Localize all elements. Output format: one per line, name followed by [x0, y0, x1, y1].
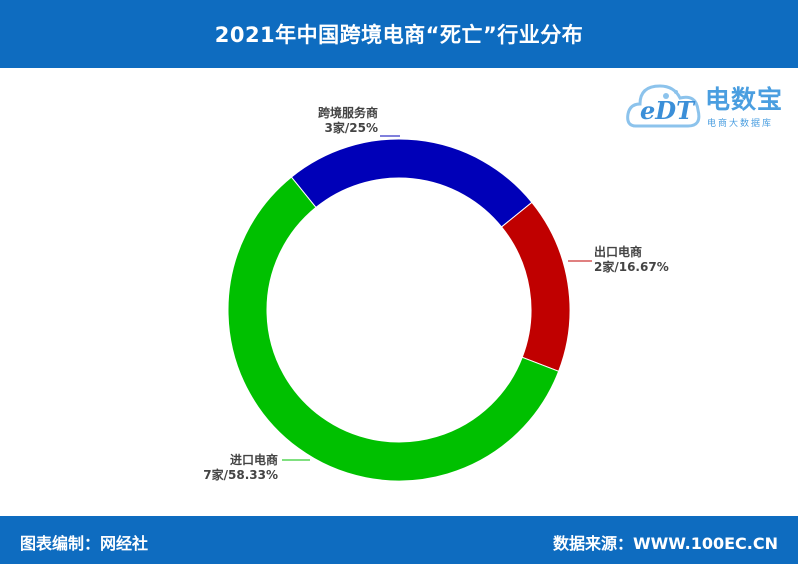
brand-logo: eDT 电数宝 电商大数据库 — [626, 74, 792, 138]
logo-mark: eDT — [640, 96, 694, 125]
cloud-icon — [626, 84, 701, 128]
chart-footer: 图表编制：网经社 数据来源：WWW.100EC.CN — [0, 516, 798, 564]
donut-slice — [227, 176, 560, 482]
slice-value: 7家/58.33% — [203, 467, 278, 482]
slice-label: 出口电商 — [594, 244, 642, 259]
donut-slice — [290, 138, 533, 228]
logo-name: 电数宝 — [705, 85, 784, 114]
logo-subtitle: 电商大数据库 — [707, 119, 774, 129]
slice-value: 3家/25% — [325, 120, 378, 135]
footer-credit: 图表编制：网经社 — [20, 534, 149, 553]
slice-label: 跨境服务商 — [318, 105, 378, 120]
chart-header: 2021年中国跨境电商“死亡”行业分布 — [0, 0, 798, 68]
slice-value: 2家/16.67% — [594, 259, 669, 274]
footer-source: 数据来源：WWW.100EC.CN — [552, 534, 778, 553]
chart-title: 2021年中国跨境电商“死亡”行业分布 — [214, 23, 584, 47]
slice-label: 进口电商 — [230, 452, 278, 467]
donut-slice — [500, 201, 571, 372]
